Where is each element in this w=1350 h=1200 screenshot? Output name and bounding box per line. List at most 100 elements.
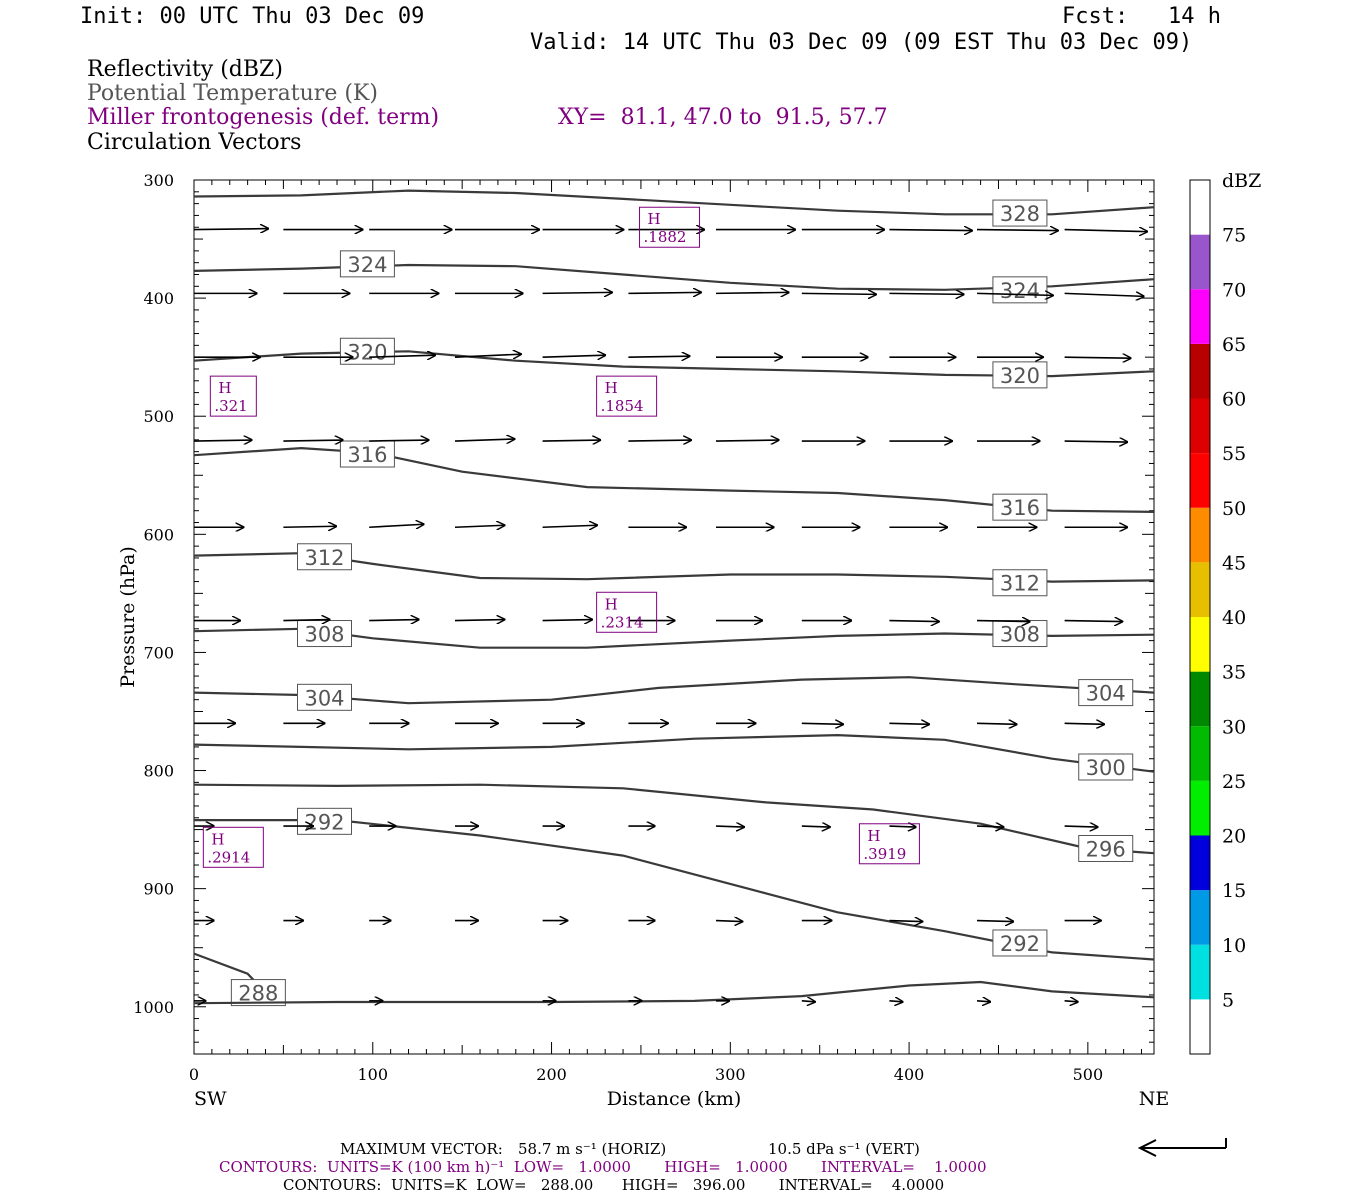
colorbar-label: 50 (1222, 498, 1246, 520)
theta-label-box (339, 440, 395, 468)
theta-label-box (1078, 753, 1134, 781)
circulation-vector (801, 293, 876, 294)
theta-label-box (297, 543, 353, 571)
circulation-vectors (193, 229, 1148, 1002)
theta-label-box (297, 683, 353, 711)
legend-circulation-vectors: Circulation Vectors (87, 130, 302, 155)
circulation-vector (454, 354, 521, 357)
sw-end-label: SW (194, 1088, 227, 1110)
circulation-vector (715, 440, 779, 441)
circulation-vector (1064, 441, 1128, 442)
colorbar-segment (1190, 671, 1210, 727)
theta-label: 324 (347, 253, 387, 277)
circulation-vector (454, 620, 505, 621)
max-vector-label: MAXIMUM VECTOR: (340, 1140, 503, 1158)
colorbar-label: 10 (1222, 935, 1246, 957)
frontogenesis-max-value: .1854 (601, 397, 644, 415)
theta-label: 292 (1000, 932, 1040, 956)
circulation-vector (1064, 357, 1131, 358)
theta-contours: 328 324 324 320 320 316 316 312 312 308 308 304 304 3… (193, 189, 1155, 1007)
circulation-vector (977, 230, 1058, 231)
colorbar-segment (1190, 343, 1210, 399)
circulation-vector (542, 440, 601, 441)
theta-label: 316 (347, 443, 387, 467)
x-tick-label: 100 (357, 1065, 388, 1084)
theta-label-box (1078, 679, 1134, 707)
theta-label: 292 (304, 810, 344, 834)
theta-contour-line (193, 980, 1155, 1005)
circulation-vector (801, 723, 843, 724)
frontogenesis-max-box (596, 591, 658, 633)
forecast-hour: Fcst: 14 h (1062, 4, 1221, 29)
colorbar-segment (1190, 507, 1210, 563)
reference-vector-arrow (1137, 1138, 1227, 1157)
x-tick-label: 400 (894, 1065, 925, 1084)
ne-end-label: NE (1139, 1088, 1170, 1110)
max-vector-vertical: 10.5 dPa s⁻¹ (VERT) (768, 1140, 920, 1158)
circulation-vector (976, 293, 1053, 295)
circulation-vector (193, 229, 268, 230)
colorbar-label: 20 (1222, 826, 1246, 848)
colorbar-label: 45 (1222, 552, 1246, 574)
y-tick-label: 300 (143, 171, 174, 190)
colorbar-label: 25 (1222, 771, 1246, 793)
circulation-vector (542, 620, 593, 621)
legend-miller-frontogenesis: Miller frontogenesis (def. term) (87, 105, 440, 130)
colorbar-segment (1190, 562, 1210, 617)
colorbar-segment (1190, 453, 1210, 508)
circulation-vector (889, 921, 922, 922)
theta-contour-info: CONTOURS: UNITS=K LOW= 288.00 HIGH= 396.… (283, 1176, 945, 1194)
theta-label: 312 (304, 546, 344, 570)
frontogenesis-max-value: .2314 (601, 613, 644, 631)
colorbar-label: 15 (1222, 880, 1246, 902)
y-tick-label: 700 (143, 643, 174, 662)
theta-label-box (992, 929, 1048, 957)
theta-label-box (992, 276, 1048, 304)
frontogenesis-max-letter: H (867, 827, 880, 845)
circulation-vector (1064, 230, 1148, 232)
x-tick-label: 200 (536, 1065, 567, 1084)
circulation-vector (889, 621, 939, 622)
theta-label: 312 (1000, 572, 1040, 596)
theta-label: 304 (1086, 682, 1126, 706)
circulation-vector (628, 292, 701, 293)
colorbar-segment (1190, 617, 1210, 672)
circulation-vector (889, 826, 915, 827)
valid-time: Valid: 14 UTC Thu 03 Dec 09 (09 EST Thu … (530, 30, 1193, 55)
colorbar-segment (1190, 726, 1210, 781)
frontogenesis-max-letter: H (648, 210, 661, 228)
colorbar-segment (1190, 999, 1210, 1054)
circulation-vector (193, 440, 252, 441)
dbz-colorbar: 5 10 15 20 25 30 35 40 45 50 55 60 65 70 75 (1189, 179, 1246, 1055)
theta-label-box (992, 199, 1048, 227)
circulation-vector (542, 525, 597, 527)
frontogenesis-max-letter: H (605, 379, 618, 397)
frontogenesis-max-value: .1882 (644, 228, 687, 246)
y-axis-title: Pressure (hPa) (117, 546, 139, 688)
circulation-vector (889, 230, 972, 231)
circulation-vector (369, 620, 419, 621)
frontogenesis-max-letter: H (218, 379, 231, 397)
legend-xy-endpoints: XY= 81.1, 47.0 to 91.5, 57.7 (558, 105, 888, 130)
theta-label-box (992, 569, 1048, 597)
circulation-vector (716, 292, 789, 293)
colorbar-segment (1190, 890, 1210, 945)
colorbar-label: 70 (1222, 279, 1246, 301)
colorbar-label: 75 (1222, 225, 1246, 247)
theta-label: 308 (1000, 623, 1040, 647)
theta-label: 316 (1000, 496, 1040, 520)
plot-frame (193, 179, 1155, 1055)
circulation-vector (976, 921, 1013, 922)
circulation-vector (454, 439, 514, 441)
circulation-vector (1064, 293, 1144, 296)
theta-label-box (339, 250, 395, 278)
colorbar-label: 60 (1222, 389, 1246, 411)
circulation-vector (889, 293, 963, 294)
circulation-vector (715, 921, 742, 922)
circulation-vector (889, 1001, 902, 1002)
circulation-vector (283, 440, 342, 441)
theta-label-box (1078, 834, 1134, 862)
theta-label: 296 (1086, 837, 1126, 861)
circulation-vector (369, 524, 423, 527)
